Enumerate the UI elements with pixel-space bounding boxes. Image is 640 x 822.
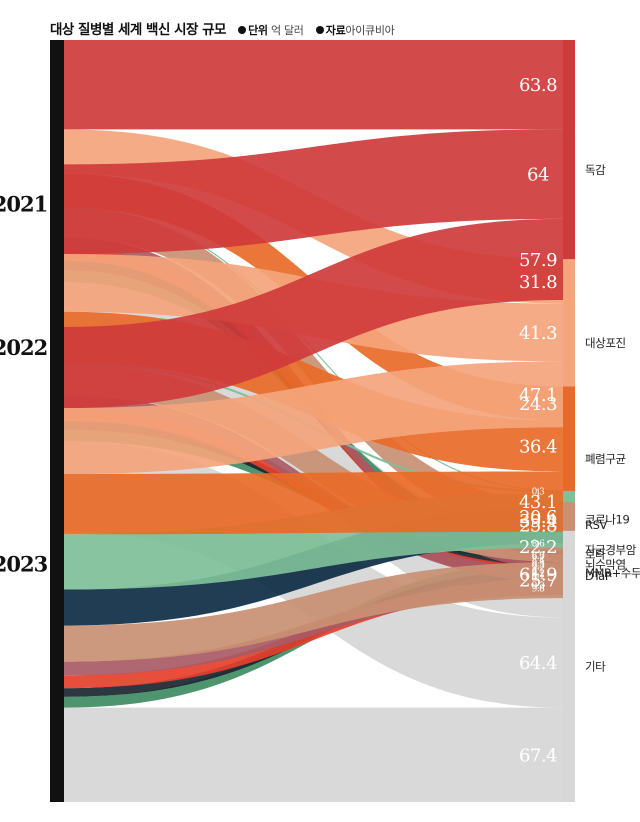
value-label-cat-10-0: 61.9 [519,565,557,586]
value-label-cat-4-2: 25.8 [519,516,557,537]
value-label-cat-5-2: 25.7 [519,571,557,592]
category-bar-cat-1 [563,259,575,428]
category-label-cat-10: 기타 [585,659,606,673]
value-label-cat-9-0: 8.6 [532,540,546,550]
value-label-cat-7-1: 9.2 [532,569,545,579]
ribbon-cat-2-2023 [64,471,563,535]
ribbons-layer [63,40,564,802]
year-bar-2023 [50,326,64,802]
value-label-cat-5-1: 22.2 [519,537,557,558]
title-row: 대상 질병별 세계 백신 시장 규모 단위 억 달러 자료아이큐비아 [50,18,395,38]
value-label-cat-3-1: 1 [535,488,540,498]
value-label-cat-0-1: 64 [527,165,549,186]
category-label-cat-7: MMR+수두 [585,566,640,580]
value-label-cat-0-0: 63.8 [519,75,557,96]
value-label-cat-7-2: 9.2 [532,582,545,592]
bullet-dot-icon [315,26,324,34]
value-label-cat-9-1: 8.3 [532,551,546,561]
category-bar-cat-0 [563,40,575,300]
ribbon-cat-5-2023 [64,562,563,662]
value-label-cat-10-1: 64.4 [519,653,557,674]
unit-key: 단위 [248,24,268,37]
category-label-cat-0: 독감 [585,163,606,177]
value-label-cat-3-0: 0.3 [532,487,546,497]
value-label-cat-8-2: 6.2 [532,570,545,580]
value-label-cat-6-2: 9.8 [532,585,546,595]
year-label-2022: 2022 [0,335,47,360]
category-label-cat-8: 뇌수막염 [585,558,626,572]
category-bar-cat-10 [563,530,575,802]
bars-layer [50,40,575,802]
bullet-dot-icon [238,26,247,34]
unit-note: 단위 억 달러 [238,24,304,37]
value-label-cat-2-1: 36.4 [519,436,557,457]
category-label-cat-1: 대상포진 [585,336,626,350]
source-key: 자료 [325,24,346,37]
category-label-cat-6: DTaP [585,569,612,583]
value-label-cat-8-1: 6.3 [532,561,546,571]
value-label-cat-5-0: 20.6 [519,507,557,528]
value-label-cat-2-2: 43.1 [519,492,557,513]
value-label-cat-2-0: 24.3 [519,394,557,415]
ribbon-cat-10-2023 [64,707,563,802]
ribbon-cat-0-2021 [64,40,563,130]
chart-title: 대상 질병별 세계 백신 시장 규모 [50,22,226,38]
value-label-cat-6-1: 9.1 [532,571,545,581]
year-label-2021: 2021 [0,191,47,216]
value-label-cat-7-0: 8.4 [532,557,546,567]
ribbon-cat-0-2023 [64,218,563,409]
value-label-cat-3-2: 39.4 [519,511,557,532]
value-label-cat-9-2: 7.7 [532,563,546,573]
source-value: 아이큐비아 [345,24,395,37]
value-label-cat-6-0: 8.3 [532,559,546,569]
category-label-cat-2: 폐렴구균 [585,452,626,466]
ribbon-cat-1-2023 [64,361,563,474]
value-label-cat-8-0: 6.9 [532,552,546,562]
category-label-cat-9: 로타 [585,547,606,561]
value-label-cat-0-2: 57.9 [519,250,557,271]
value-label-cat-1-2: 47.1 [519,385,557,406]
ribbon-cat-0-2022 [64,129,563,254]
value-label-cat-1-1: 41.3 [519,323,557,344]
category-label-cat-4: RSV [585,518,607,532]
category-label-cat-5: 자궁경부암 [585,543,637,557]
ribbon-cat-5-2022 [64,364,563,563]
unit-value: 억 달러 [270,24,304,37]
source-note: 자료아이큐비아 [315,24,395,37]
value-label-cat-1-0: 31.8 [519,272,557,293]
value-label-cat-10-2: 67.4 [519,745,557,766]
category-label-cat-3: 코로나19 [585,512,629,526]
